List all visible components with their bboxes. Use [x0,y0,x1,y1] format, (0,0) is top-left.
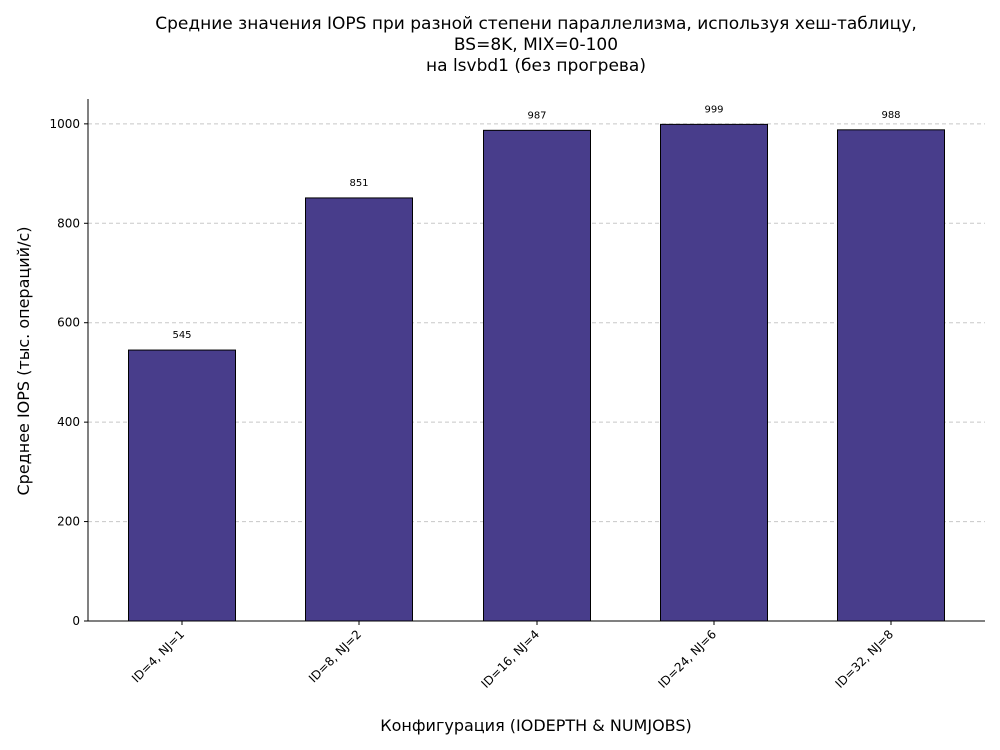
y-axis-label: Среднее IOPS (тыс. операций/с) [14,226,33,495]
x-tick-label: ID=24, NJ=6 [656,627,720,691]
bars [128,123,945,622]
x-axis-ticks: ID=4, NJ=1 ID=8, NJ=2 ID=16, NJ=4 ID=24, NJ… [129,621,896,691]
bar-value-label: 988 [881,110,900,121]
y-tick-label: 800 [57,216,80,230]
bar-value-label: 851 [349,178,368,189]
chart-title-line-2: BS=8K, MIX=0-100 [454,35,618,55]
data-labels: 545 851 987 999 988 [172,104,900,341]
y-tick-label: 400 [57,415,80,429]
x-tick-label: ID=4, NJ=1 [129,627,187,685]
x-axis-label: Конфигурация (IODEPTH & NUMJOBS) [380,716,692,735]
chart-title-line-3: на lsvbd1 (без прогрева) [426,56,646,76]
bar [837,129,945,622]
y-tick-label: 600 [57,316,80,330]
bar-value-label: 987 [527,110,546,121]
bar-value-label: 999 [704,104,723,115]
bar-value-label: 545 [172,330,191,341]
x-tick-label: ID=32, NJ=8 [833,627,897,691]
chart-title: Средние значения IOPS при разной степени… [155,14,916,76]
bar [128,349,236,622]
x-tick-label: ID=8, NJ=2 [306,627,364,685]
bar [483,129,591,622]
y-tick-label: 1000 [49,117,80,131]
y-tick-label: 0 [72,614,80,628]
chart-title-line-1: Средние значения IOPS при разной степени… [155,14,916,34]
x-tick-label: ID=16, NJ=4 [479,627,543,691]
bar [305,197,413,622]
bar [660,123,768,622]
y-tick-label: 200 [57,515,80,529]
y-axis-ticks: 0 200 400 600 800 1000 [49,117,88,628]
